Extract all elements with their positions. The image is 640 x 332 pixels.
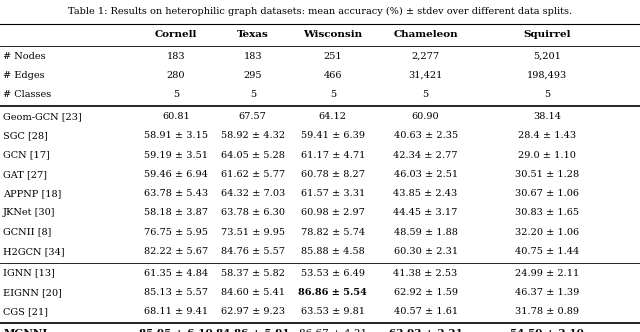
Text: Table 1: Results on heterophilic graph datasets: mean accuracy (%) ± stdev over : Table 1: Results on heterophilic graph d… — [68, 7, 572, 16]
Text: 67.57: 67.57 — [239, 112, 267, 121]
Text: EIGNN [20]: EIGNN [20] — [3, 288, 62, 297]
Text: 40.63 ± 2.35: 40.63 ± 2.35 — [394, 131, 458, 140]
Text: 5: 5 — [422, 90, 429, 99]
Text: 63.78 ± 5.43: 63.78 ± 5.43 — [144, 189, 208, 198]
Text: 5: 5 — [173, 90, 179, 99]
Text: # Nodes: # Nodes — [3, 52, 46, 61]
Text: 59.41 ± 6.39: 59.41 ± 6.39 — [301, 131, 365, 140]
Text: 84.60 ± 5.41: 84.60 ± 5.41 — [221, 288, 285, 297]
Text: Wisconsin: Wisconsin — [303, 30, 362, 40]
Text: 28.4 ± 1.43: 28.4 ± 1.43 — [518, 131, 576, 140]
Text: GAT [27]: GAT [27] — [3, 170, 47, 179]
Text: 64.05 ± 5.28: 64.05 ± 5.28 — [221, 151, 285, 160]
Text: 40.57 ± 1.61: 40.57 ± 1.61 — [394, 307, 458, 316]
Text: 60.81: 60.81 — [162, 112, 190, 121]
Text: 85.13 ± 5.57: 85.13 ± 5.57 — [144, 288, 208, 297]
Text: Squirrel: Squirrel — [524, 30, 571, 40]
Text: 59.46 ± 6.94: 59.46 ± 6.94 — [144, 170, 208, 179]
Text: 466: 466 — [324, 71, 342, 80]
Text: 58.37 ± 5.82: 58.37 ± 5.82 — [221, 269, 285, 278]
Text: 62.97 ± 9.23: 62.97 ± 9.23 — [221, 307, 285, 316]
Text: 63.53 ± 9.81: 63.53 ± 9.81 — [301, 307, 365, 316]
Text: 54.50 ± 2.10: 54.50 ± 2.10 — [510, 329, 584, 332]
Text: 30.67 ± 1.06: 30.67 ± 1.06 — [515, 189, 579, 198]
Text: 295: 295 — [244, 71, 262, 80]
Text: 5: 5 — [544, 90, 550, 99]
Text: 183: 183 — [166, 52, 186, 61]
Text: 86.86 ± 5.54: 86.86 ± 5.54 — [298, 288, 367, 297]
Text: Chameleon: Chameleon — [394, 30, 458, 40]
Text: 280: 280 — [167, 71, 185, 80]
Text: 31.78 ± 0.89: 31.78 ± 0.89 — [515, 307, 579, 316]
Text: Texas: Texas — [237, 30, 269, 40]
Text: 198,493: 198,493 — [527, 71, 567, 80]
Text: 61.62 ± 5.77: 61.62 ± 5.77 — [221, 170, 285, 179]
Text: 84.76 ± 5.57: 84.76 ± 5.57 — [221, 247, 285, 256]
Text: H2GCN [34]: H2GCN [34] — [3, 247, 65, 256]
Text: GCNII [8]: GCNII [8] — [3, 228, 52, 237]
Text: 76.75 ± 5.95: 76.75 ± 5.95 — [144, 228, 208, 237]
Text: 60.30 ± 2.31: 60.30 ± 2.31 — [394, 247, 458, 256]
Text: 32.20 ± 1.06: 32.20 ± 1.06 — [515, 228, 579, 237]
Text: 30.83 ± 1.65: 30.83 ± 1.65 — [515, 208, 579, 217]
Text: 251: 251 — [323, 52, 342, 61]
Text: # Edges: # Edges — [3, 71, 45, 80]
Text: 64.32 ± 7.03: 64.32 ± 7.03 — [221, 189, 285, 198]
Text: 73.51 ± 9.95: 73.51 ± 9.95 — [221, 228, 285, 237]
Text: APPNP [18]: APPNP [18] — [3, 189, 61, 198]
Text: 86.67 ± 4.31: 86.67 ± 4.31 — [299, 329, 367, 332]
Text: 61.57 ± 3.31: 61.57 ± 3.31 — [301, 189, 365, 198]
Text: 63.93 ± 2.21: 63.93 ± 2.21 — [388, 329, 463, 332]
Text: 64.12: 64.12 — [319, 112, 347, 121]
Text: 82.22 ± 5.67: 82.22 ± 5.67 — [144, 247, 208, 256]
Text: MGNNI: MGNNI — [3, 329, 47, 332]
Text: 42.34 ± 2.77: 42.34 ± 2.77 — [394, 151, 458, 160]
Text: SGC [28]: SGC [28] — [3, 131, 48, 140]
Text: 78.82 ± 5.74: 78.82 ± 5.74 — [301, 228, 365, 237]
Text: 58.18 ± 3.87: 58.18 ± 3.87 — [144, 208, 208, 217]
Text: 61.35 ± 4.84: 61.35 ± 4.84 — [144, 269, 208, 278]
Text: 5,201: 5,201 — [533, 52, 561, 61]
Text: 62.92 ± 1.59: 62.92 ± 1.59 — [394, 288, 458, 297]
Text: 68.11 ± 9.41: 68.11 ± 9.41 — [144, 307, 208, 316]
Text: Geom-GCN [23]: Geom-GCN [23] — [3, 112, 82, 121]
Text: 59.19 ± 3.51: 59.19 ± 3.51 — [144, 151, 208, 160]
Text: 60.78 ± 8.27: 60.78 ± 8.27 — [301, 170, 365, 179]
Text: 46.37 ± 1.39: 46.37 ± 1.39 — [515, 288, 579, 297]
Text: 2,277: 2,277 — [412, 52, 440, 61]
Text: Cornell: Cornell — [155, 30, 197, 40]
Text: 84.86 ± 5.91: 84.86 ± 5.91 — [216, 329, 290, 332]
Text: 40.75 ± 1.44: 40.75 ± 1.44 — [515, 247, 579, 256]
Text: 85.95 ± 6.10: 85.95 ± 6.10 — [139, 329, 213, 332]
Text: 183: 183 — [243, 52, 262, 61]
Text: 46.03 ± 2.51: 46.03 ± 2.51 — [394, 170, 458, 179]
Text: 5: 5 — [250, 90, 256, 99]
Text: 60.98 ± 2.97: 60.98 ± 2.97 — [301, 208, 365, 217]
Text: CGS [21]: CGS [21] — [3, 307, 48, 316]
Text: 58.91 ± 3.15: 58.91 ± 3.15 — [144, 131, 208, 140]
Text: 53.53 ± 6.49: 53.53 ± 6.49 — [301, 269, 365, 278]
Text: IGNN [13]: IGNN [13] — [3, 269, 55, 278]
Text: 41.38 ± 2.53: 41.38 ± 2.53 — [394, 269, 458, 278]
Text: 5: 5 — [330, 90, 336, 99]
Text: 43.85 ± 2.43: 43.85 ± 2.43 — [394, 189, 458, 198]
Text: 38.14: 38.14 — [533, 112, 561, 121]
Text: 85.88 ± 4.58: 85.88 ± 4.58 — [301, 247, 365, 256]
Text: 24.99 ± 2.11: 24.99 ± 2.11 — [515, 269, 579, 278]
Text: # Classes: # Classes — [3, 90, 51, 99]
Text: 31,421: 31,421 — [408, 71, 443, 80]
Text: JKNet [30]: JKNet [30] — [3, 208, 56, 217]
Text: 29.0 ± 1.10: 29.0 ± 1.10 — [518, 151, 576, 160]
Text: 61.17 ± 4.71: 61.17 ± 4.71 — [301, 151, 365, 160]
Text: 30.51 ± 1.28: 30.51 ± 1.28 — [515, 170, 579, 179]
Text: GCN [17]: GCN [17] — [3, 151, 50, 160]
Text: 58.92 ± 4.32: 58.92 ± 4.32 — [221, 131, 285, 140]
Text: 44.45 ± 3.17: 44.45 ± 3.17 — [394, 208, 458, 217]
Text: 60.90: 60.90 — [412, 112, 440, 121]
Text: 63.78 ± 6.30: 63.78 ± 6.30 — [221, 208, 285, 217]
Text: 48.59 ± 1.88: 48.59 ± 1.88 — [394, 228, 458, 237]
